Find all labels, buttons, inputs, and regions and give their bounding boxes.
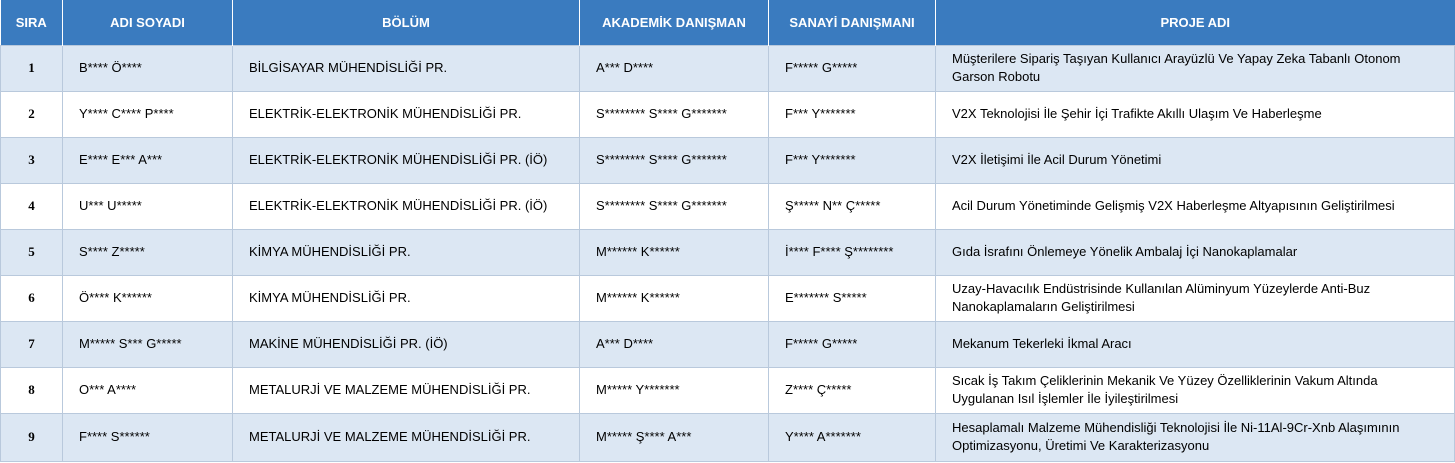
cell-bolum: ELEKTRİK-ELEKTRONİK MÜHENDİSLİĞİ PR. (İÖ… <box>232 136 580 184</box>
table-row: 9 F**** S****** METALURJİ VE MALZEME MÜH… <box>0 412 1455 462</box>
cell-akademik-danisman: M***** Y******* <box>579 366 769 414</box>
cell-proje-adi: Müşterilere Sipariş Taşıyan Kullanıcı Ar… <box>935 44 1455 92</box>
cell-akademik-danisman: S******** S**** G******* <box>579 90 769 138</box>
cell-adi-soyadi: Y**** C**** P**** <box>62 90 233 138</box>
cell-sanayi-danismani: F***** G***** <box>768 44 936 92</box>
header-akademik-danisman: AKADEMİK DANIŞMAN <box>579 0 769 45</box>
cell-adi-soyadi: O*** A**** <box>62 366 233 414</box>
cell-sanayi-danismani: Z**** Ç***** <box>768 366 936 414</box>
table-row: 1 B**** Ö**** BİLGİSAYAR MÜHENDİSLİĞİ PR… <box>0 44 1455 92</box>
cell-bolum: ELEKTRİK-ELEKTRONİK MÜHENDİSLİĞİ PR. <box>232 90 580 138</box>
cell-sira: 1 <box>0 44 63 92</box>
cell-sanayi-danismani: İ**** F**** Ş******** <box>768 228 936 276</box>
cell-sira: 4 <box>0 182 63 230</box>
cell-akademik-danisman: M****** K****** <box>579 228 769 276</box>
cell-sanayi-danismani: E******* S***** <box>768 274 936 322</box>
table-row: 2 Y**** C**** P**** ELEKTRİK-ELEKTRONİK … <box>0 90 1455 138</box>
header-sira: SIRA <box>0 0 63 45</box>
cell-sanayi-danismani: F*** Y******* <box>768 136 936 184</box>
cell-akademik-danisman: M***** Ş**** A*** <box>579 412 769 462</box>
header-sanayi-danismani: SANAYİ DANIŞMANI <box>768 0 936 45</box>
table-row: 8 O*** A**** METALURJİ VE MALZEME MÜHEND… <box>0 366 1455 414</box>
table-row: 7 M***** S*** G***** MAKİNE MÜHENDİSLİĞİ… <box>0 320 1455 368</box>
cell-bolum: KİMYA MÜHENDİSLİĞİ PR. <box>232 274 580 322</box>
cell-bolum: MAKİNE MÜHENDİSLİĞİ PR. (İÖ) <box>232 320 580 368</box>
cell-adi-soyadi: Ö**** K****** <box>62 274 233 322</box>
header-adi-soyadi: ADI SOYADI <box>62 0 233 45</box>
cell-sanayi-danismani: Ş***** N** Ç***** <box>768 182 936 230</box>
cell-proje-adi: Acil Durum Yönetiminde Gelişmiş V2X Habe… <box>935 182 1455 230</box>
cell-sira: 8 <box>0 366 63 414</box>
cell-bolum: METALURJİ VE MALZEME MÜHENDİSLİĞİ PR. <box>232 366 580 414</box>
table-row: 3 E**** E*** A*** ELEKTRİK-ELEKTRONİK MÜ… <box>0 136 1455 184</box>
cell-bolum: ELEKTRİK-ELEKTRONİK MÜHENDİSLİĞİ PR. (İÖ… <box>232 182 580 230</box>
cell-proje-adi: Gıda İsrafını Önlemeye Yönelik Ambalaj İ… <box>935 228 1455 276</box>
table-row: 6 Ö**** K****** KİMYA MÜHENDİSLİĞİ PR. M… <box>0 274 1455 322</box>
cell-bolum: KİMYA MÜHENDİSLİĞİ PR. <box>232 228 580 276</box>
cell-proje-adi: V2X Teknolojisi İle Şehir İçi Trafikte A… <box>935 90 1455 138</box>
cell-proje-adi: Mekanum Tekerleki İkmal Aracı <box>935 320 1455 368</box>
cell-sanayi-danismani: F***** G***** <box>768 320 936 368</box>
cell-akademik-danisman: S******** S**** G******* <box>579 136 769 184</box>
cell-sira: 2 <box>0 90 63 138</box>
cell-adi-soyadi: F**** S****** <box>62 412 233 462</box>
cell-akademik-danisman: M****** K****** <box>579 274 769 322</box>
cell-sira: 7 <box>0 320 63 368</box>
cell-adi-soyadi: E**** E*** A*** <box>62 136 233 184</box>
cell-sanayi-danismani: Y**** A******* <box>768 412 936 462</box>
cell-bolum: METALURJİ VE MALZEME MÜHENDİSLİĞİ PR. <box>232 412 580 462</box>
cell-proje-adi: Uzay-Havacılık Endüstrisinde Kullanılan … <box>935 274 1455 322</box>
cell-proje-adi: V2X İletişimi İle Acil Durum Yönetimi <box>935 136 1455 184</box>
cell-akademik-danisman: A*** D**** <box>579 320 769 368</box>
header-proje-adi: PROJE ADI <box>935 0 1455 45</box>
cell-bolum: BİLGİSAYAR MÜHENDİSLİĞİ PR. <box>232 44 580 92</box>
cell-adi-soyadi: U*** U***** <box>62 182 233 230</box>
cell-sira: 3 <box>0 136 63 184</box>
cell-akademik-danisman: S******** S**** G******* <box>579 182 769 230</box>
cell-adi-soyadi: S**** Z***** <box>62 228 233 276</box>
cell-sira: 6 <box>0 274 63 322</box>
table-row: 5 S**** Z***** KİMYA MÜHENDİSLİĞİ PR. M*… <box>0 228 1455 276</box>
cell-adi-soyadi: B**** Ö**** <box>62 44 233 92</box>
header-row: SIRA ADI SOYADI BÖLÜM AKADEMİK DANIŞMAN … <box>0 0 1455 45</box>
table-row: 4 U*** U***** ELEKTRİK-ELEKTRONİK MÜHEND… <box>0 182 1455 230</box>
cell-sanayi-danismani: F*** Y******* <box>768 90 936 138</box>
cell-sira: 9 <box>0 412 63 462</box>
header-bolum: BÖLÜM <box>232 0 580 45</box>
cell-adi-soyadi: M***** S*** G***** <box>62 320 233 368</box>
cell-proje-adi: Hesaplamalı Malzeme Mühendisliği Teknolo… <box>935 412 1455 462</box>
cell-akademik-danisman: A*** D**** <box>579 44 769 92</box>
cell-sira: 5 <box>0 228 63 276</box>
cell-proje-adi: Sıcak İş Takım Çeliklerinin Mekanik Ve Y… <box>935 366 1455 414</box>
